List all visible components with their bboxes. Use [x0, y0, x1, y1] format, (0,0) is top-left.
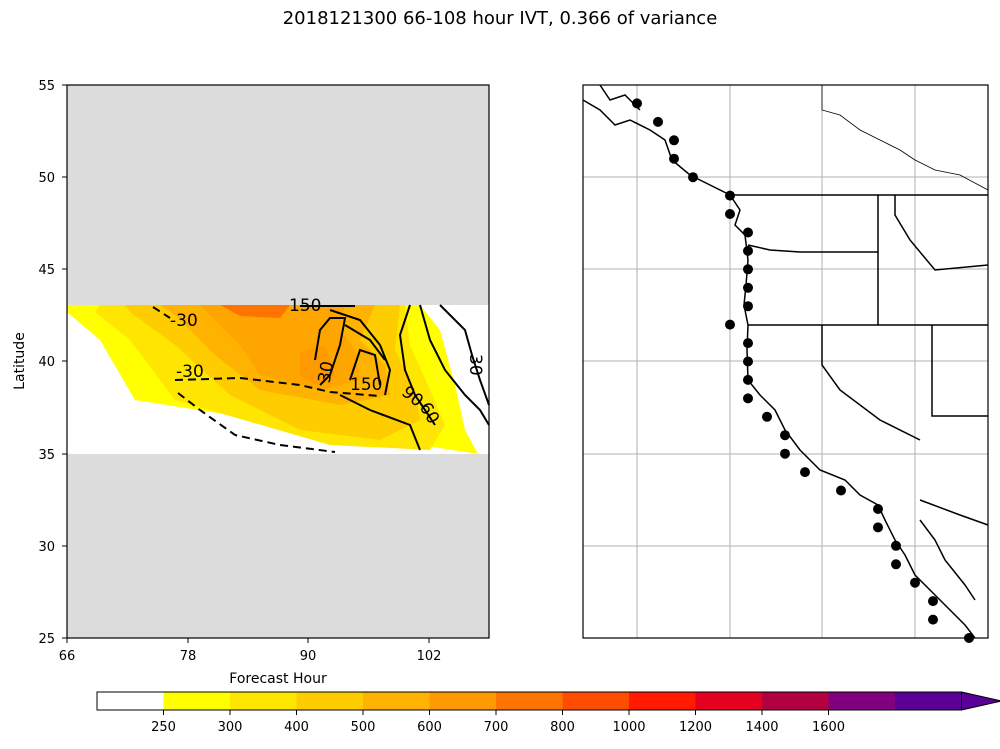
- colorbar-segment: [296, 692, 364, 710]
- contour-label: 30: [315, 360, 338, 385]
- contour-label: -30: [176, 362, 204, 382]
- coastal-point: [743, 282, 753, 293]
- y-tick-label: 45: [38, 263, 55, 278]
- y-tick-label: 30: [38, 540, 55, 555]
- y-axis-label: Latitude: [12, 332, 28, 390]
- colorbar-segment: [828, 692, 896, 710]
- contour-label: 30: [465, 354, 485, 376]
- map-panel: [582, 84, 989, 643]
- y-tick-label: 55: [38, 79, 55, 94]
- coastal-point: [910, 577, 920, 588]
- colorbar: 250 300 400 500 600 700 800 1000 1200 1400 1600: [96, 691, 1000, 735]
- coastal-point: [743, 301, 753, 312]
- map-border-thin: [821, 85, 989, 191]
- colorbar-segment: [163, 692, 231, 710]
- y-tick-label: 35: [38, 448, 55, 463]
- colorbar-tick-label: 600: [417, 720, 442, 735]
- x-tick-label: 90: [300, 649, 317, 664]
- coastal-points: [632, 98, 974, 643]
- hovmoller-panel: 150 -30 -30 30 150 90 60 30 25 30 35 40 …: [12, 79, 490, 687]
- colorbar-segment: [895, 692, 962, 710]
- coastal-point: [632, 98, 642, 109]
- colorbar-segment: [363, 692, 430, 710]
- ivt-filled-contours: [67, 305, 478, 454]
- y-tick-label: 50: [38, 171, 55, 186]
- x-axis-label: Forecast Hour: [229, 671, 327, 687]
- map-frame: [582, 84, 989, 639]
- coastal-point: [891, 540, 901, 551]
- y-axis: 25 30 35 40 45 50 55 Latitude: [12, 79, 67, 647]
- x-tick-label: 78: [180, 649, 197, 664]
- colorbar-tick-label: 300: [218, 720, 243, 735]
- no-data-region-bottom: [67, 454, 489, 638]
- colorbar-tick-label: 1200: [679, 720, 712, 735]
- coastal-point: [725, 190, 735, 201]
- no-data-region-top: [67, 85, 489, 305]
- coastal-point: [780, 448, 790, 459]
- contour-lines: [152, 304, 490, 453]
- y-tick-label: 40: [38, 355, 55, 370]
- colorbar-tick-label: 250: [151, 720, 176, 735]
- coastal-point: [743, 227, 753, 238]
- coastal-point: [725, 319, 735, 330]
- coastal-point: [743, 356, 753, 367]
- colorbar-segment: [629, 692, 696, 710]
- colorbar-tick-label: 400: [284, 720, 309, 735]
- colorbar-segment: [695, 692, 763, 710]
- coastal-point: [743, 393, 753, 404]
- colorbar-tick-label: 700: [484, 720, 509, 735]
- coastal-point: [780, 430, 790, 441]
- colorbar-tick-label: 1600: [812, 720, 845, 735]
- colorbar-extend-arrow: [961, 691, 1000, 711]
- coastal-point: [800, 467, 810, 478]
- colorbar-tick-label: 1000: [612, 720, 645, 735]
- coastal-point: [743, 245, 753, 256]
- coastal-point: [688, 172, 698, 183]
- coastal-point: [653, 116, 663, 127]
- coastal-point: [669, 135, 679, 146]
- coastal-point: [928, 596, 938, 607]
- contour-label: 150: [289, 296, 321, 316]
- coastal-point: [743, 338, 753, 349]
- coastal-point: [669, 153, 679, 164]
- x-tick-label: 66: [59, 649, 76, 664]
- coastal-point: [725, 209, 735, 219]
- y-tick-label: 25: [38, 632, 55, 647]
- contour-label: 150: [350, 375, 382, 395]
- colorbar-tick-label: 500: [351, 720, 376, 735]
- coastal-point: [891, 559, 901, 570]
- colorbar-segment: [429, 692, 497, 710]
- colorbar-segment: [230, 692, 297, 710]
- colorbar-segment: [496, 692, 563, 710]
- colorbar-segment: [762, 692, 829, 710]
- x-axis: 66 78 90 102 Forecast Hour: [59, 638, 442, 687]
- colorbar-tick-label: 800: [550, 720, 575, 735]
- coastal-point: [928, 614, 938, 625]
- coastal-point: [873, 504, 883, 514]
- figure-title: 2018121300 66-108 hour IVT, 0.366 of var…: [282, 8, 718, 29]
- coastal-point: [743, 374, 753, 385]
- colorbar-tick-label: 1400: [745, 720, 778, 735]
- colorbar-segment: [562, 692, 630, 710]
- x-tick-label: 102: [417, 649, 442, 664]
- contour-label: -30: [170, 311, 198, 331]
- coastal-point: [836, 485, 846, 496]
- coastal-point: [762, 411, 772, 422]
- coastal-point: [873, 522, 883, 533]
- colorbar-segment: [97, 692, 164, 710]
- coastal-point: [743, 264, 753, 275]
